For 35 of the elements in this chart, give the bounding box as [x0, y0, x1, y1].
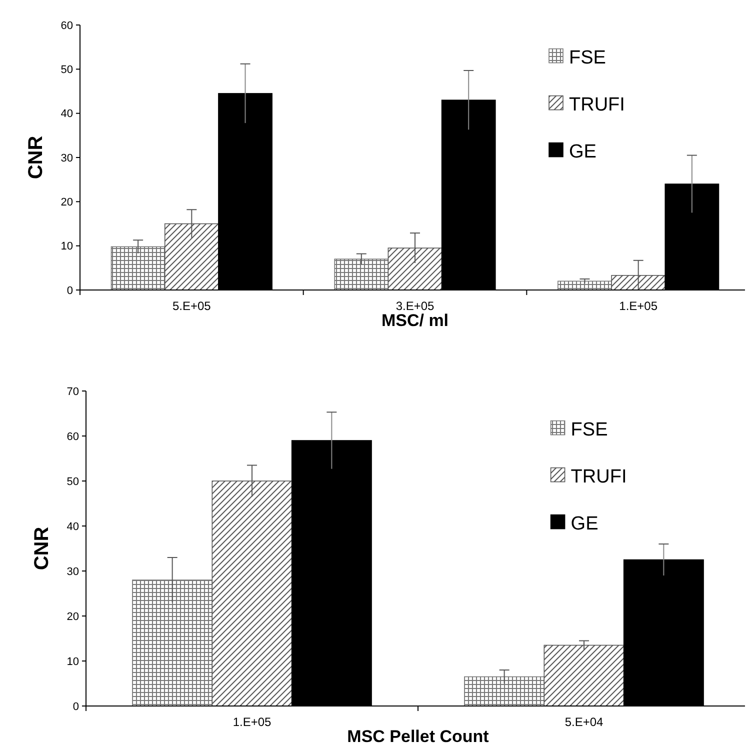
y-tick-label: 50 — [60, 64, 73, 76]
legend-label: TRUFI — [570, 466, 627, 488]
y-tick-label: 30 — [66, 566, 79, 578]
y-tick-label: 60 — [66, 430, 79, 443]
legend-label: FSE — [570, 419, 608, 440]
y-tick-label: 40 — [60, 108, 73, 120]
x-tick-label: 1.E+05 — [232, 715, 272, 729]
y-tick-label: 30 — [60, 152, 73, 164]
y-tick-label: 10 — [60, 240, 73, 253]
y-tick-label: 70 — [66, 386, 79, 398]
x-tick-label: 3.E+05 — [396, 299, 435, 313]
legend-label: GE — [569, 141, 596, 162]
x-tick-label: 1.E+05 — [619, 299, 658, 313]
x-tick-label: 5.E+04 — [564, 715, 604, 729]
y-tick-label: 0 — [72, 700, 79, 713]
x-axis-title: MSC Pellet Count — [347, 727, 490, 746]
y-axis-title: CNR — [31, 526, 53, 570]
legend-label: FSE — [569, 47, 606, 68]
y-tick-label: 40 — [66, 520, 79, 533]
bar — [110, 246, 166, 290]
bar — [544, 644, 624, 706]
legend-label: TRUFI — [569, 94, 625, 116]
y-axis-title: CNR — [25, 135, 47, 180]
bar — [132, 580, 213, 706]
y-tick-label: 0 — [66, 284, 73, 297]
y-tick-label: 50 — [66, 476, 79, 488]
x-axis-title: MSC/ ml — [381, 311, 449, 330]
x-tick-label: 5.E+05 — [172, 299, 212, 313]
bar — [334, 258, 389, 290]
y-tick-label: 20 — [60, 196, 73, 209]
legend-label: GE — [570, 513, 598, 534]
y-tick-label: 60 — [60, 20, 73, 32]
y-tick-label: 20 — [66, 610, 79, 623]
y-tick-label: 10 — [66, 656, 79, 668]
bar — [464, 676, 545, 706]
